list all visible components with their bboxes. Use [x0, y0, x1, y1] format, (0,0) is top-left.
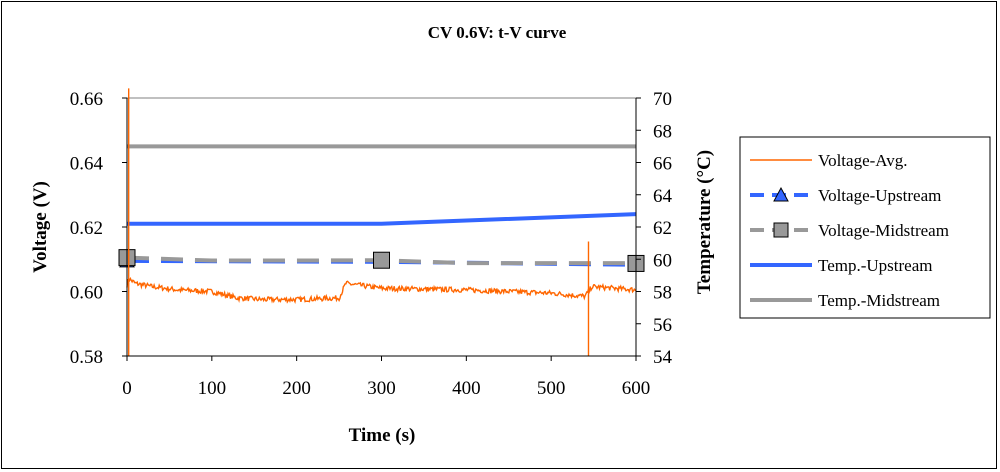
y2-tick-label: 68	[653, 121, 672, 142]
x-axis-title: Time (s)	[349, 425, 416, 446]
legend-label-voltage-upstream: Voltage-Upstream	[818, 186, 941, 205]
y2-tick-label: 58	[653, 283, 672, 304]
y-axis-title: Voltage (V)	[30, 181, 51, 273]
y-tick-label: 0.64	[70, 154, 104, 175]
plot-area	[126, 97, 637, 357]
y-tick-label: 0.66	[70, 89, 103, 110]
y2-tick-label: 60	[653, 250, 672, 271]
y2-tick-label: 56	[653, 315, 672, 336]
y-tick-label: 0.60	[70, 283, 103, 304]
x-tick-label: 100	[198, 378, 227, 399]
y2-tick-label: 66	[653, 154, 672, 175]
y-tick-label: 0.58	[70, 347, 103, 368]
legend-label-voltage-midstream: Voltage-Midstream	[818, 221, 949, 240]
y2-tick-label: 70	[653, 89, 672, 110]
y2-tick-label: 62	[653, 218, 672, 239]
chart-title: CV 0.6V: t-V curve	[428, 23, 567, 42]
x-tick-label: 200	[282, 378, 311, 399]
legend-label-temp-midstream: Temp.-Midstream	[818, 291, 940, 310]
legend-entries: Voltage-Avg. Voltage-Upstream Voltage-Mids…	[750, 151, 949, 310]
axis-layer: 0 100 200 300 400 500 600 0.58 0.60 0.62 0.64 0.66 5…	[70, 89, 673, 399]
x-tick-label: 500	[537, 378, 566, 399]
y2-axis-title: Temperature (°C)	[694, 150, 715, 294]
x-tick-label: 0	[122, 378, 132, 399]
temp-upstream-line	[127, 212, 637, 226]
y2-tick-label: 54	[653, 347, 673, 368]
x-tick-label: 300	[367, 378, 396, 399]
y-tick-label: 0.62	[70, 218, 103, 239]
series-layer	[118, 88, 645, 356]
y2-tick-label: 64	[653, 186, 673, 207]
voltage-avg-line	[126, 276, 637, 304]
x-tick-label: 600	[622, 378, 651, 399]
voltage-midstream-marker	[373, 251, 390, 269]
x-tick-label: 400	[452, 378, 481, 399]
legend-marker-voltage-upstream	[773, 186, 789, 202]
legend-label-voltage-avg: Voltage-Avg.	[818, 151, 908, 170]
legend-label-temp-upstream: Temp.-Upstream	[818, 256, 932, 275]
legend-marker-voltage-midstream	[773, 222, 789, 238]
